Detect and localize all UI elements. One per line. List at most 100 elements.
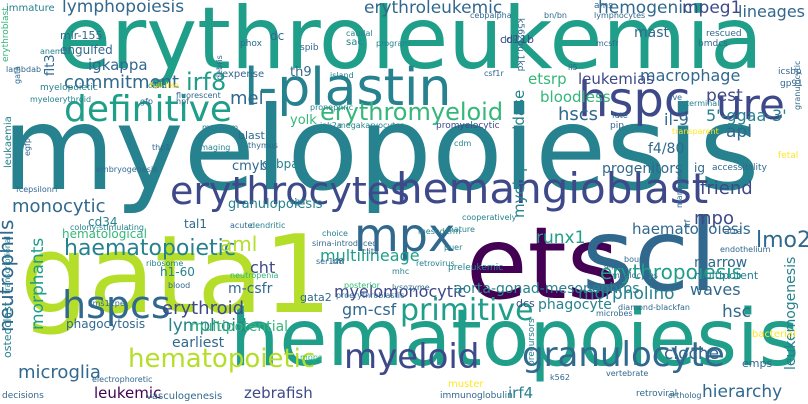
- word-gp91: gp91: [780, 79, 803, 89]
- word-cooperatively: cooperatively: [462, 213, 517, 222]
- word-myeloperoxidase: myeloperoxidase: [510, 89, 528, 218]
- word-alpha: alpha: [604, 261, 627, 270]
- word-accessibility: accessibility: [712, 163, 767, 173]
- word-spib: spib: [300, 43, 319, 53]
- word-hpf: mpps: [300, 353, 323, 362]
- word-anemia: bn/bn: [544, 11, 567, 20]
- word-k562pu1kd: k562pu.1kd: [515, 18, 525, 72]
- word-endothelium: endothelium: [720, 245, 771, 254]
- word-colony-stimulating: embryogenesis: [96, 165, 158, 174]
- word-pip: pip: [610, 121, 624, 131]
- word-morphants: morphants: [28, 237, 48, 330]
- word-aml: aml: [220, 232, 258, 256]
- word-osteoclastogenesis: debris: [215, 55, 224, 80]
- word-hemogenic: hemogenic: [598, 0, 693, 18]
- word-haematopoietic: haematopoietic: [64, 236, 236, 261]
- word-fetal: fetal: [778, 151, 799, 161]
- word-vasculogenesis: vasculogenesis: [146, 391, 223, 402]
- word-thymus: thymus: [248, 141, 278, 150]
- word-immature: immature: [6, 3, 55, 14]
- word-lymphopoiesis: lymphopoiesis: [62, 0, 185, 17]
- word-lysozyme: posterior: [344, 281, 380, 290]
- word-myelocytes: myelocytes: [612, 271, 658, 280]
- word-progenitors: progenitors: [602, 161, 683, 177]
- word-full-like: irf: [683, 219, 692, 228]
- word-granulocyte: granulocyte: [522, 335, 725, 375]
- word-definitive: definitive: [64, 89, 233, 130]
- word-irf: live: [668, 93, 683, 102]
- word-multipotent: multipotent: [694, 269, 759, 282]
- word-hscs: hscs: [558, 104, 599, 125]
- word-phagocyte: phagocyte: [538, 297, 612, 313]
- word-mpeg1: mpeg1: [682, 0, 742, 18]
- word-fluorescent: agm: [290, 197, 308, 206]
- word-pronephric: fluorescent: [176, 91, 221, 100]
- word-agm: aorta-gonad-mesonephros: [454, 281, 640, 297]
- word-thp1: gfp: [140, 97, 153, 106]
- word-5ggaa3: 5'-ggaa-3': [706, 106, 787, 125]
- word-island: pronephric: [310, 103, 354, 112]
- word-cht: cht: [250, 258, 276, 277]
- word-lambdab: lambdab: [6, 65, 42, 74]
- word-cloche: cloche: [664, 344, 720, 364]
- word-f4-80: f4/80: [648, 141, 685, 157]
- word-etsrp: etsrp: [528, 70, 567, 88]
- word-acute: acute: [230, 221, 253, 230]
- word-sirna-introduced: dendritic: [250, 221, 286, 230]
- word-pest: pest: [706, 86, 743, 106]
- word-cd41: cd41: [148, 81, 168, 90]
- word-sac: sac: [346, 37, 363, 48]
- word-earliest: earliest: [172, 335, 225, 351]
- word-il-9: il-9: [664, 110, 689, 129]
- word-myelopoiesis: myelopoiesis: [2, 82, 760, 217]
- word-icsbp: icsbp: [778, 67, 802, 77]
- word-promyelocytic: promyelocytic: [436, 121, 500, 131]
- word-waves: waves: [690, 280, 741, 299]
- word-precursors: muster: [448, 379, 484, 390]
- word-mel: mel: [230, 88, 264, 109]
- word-clita: mhc: [392, 267, 410, 276]
- word-ams: ams: [594, 1, 613, 11]
- word-transparent: transparent: [672, 127, 719, 136]
- word-dendritic: colony-stimulating: [70, 223, 144, 232]
- word-erythrocytes: erythrocytes: [170, 169, 410, 213]
- word-hierarchy: hierarchy: [702, 382, 783, 402]
- word-igkappa: igkappa: [88, 56, 148, 74]
- word-m-csfr: m-csfr: [228, 281, 273, 297]
- word-ribosome: ribosome: [146, 259, 184, 268]
- word-monocytic: monocytic: [12, 196, 106, 217]
- word-icm: ser148: [316, 257, 344, 266]
- word-flt3: flt3: [43, 54, 58, 76]
- word-myelomonocytic: myelomonocytic: [334, 282, 467, 301]
- word-mpps: anemia: [40, 47, 70, 56]
- word-emps: emps: [742, 357, 773, 370]
- word-mpx: mpx: [354, 208, 456, 262]
- word-il5: csf1r: [484, 69, 504, 78]
- word-marrow: marrow: [694, 255, 748, 271]
- word-rescued: rescued: [706, 29, 742, 39]
- word-mannose: mannose: [675, 171, 684, 208]
- word-dcs: dcs: [516, 297, 535, 310]
- word-ortholog: ortholog: [668, 391, 702, 400]
- word-neutropenia: neutropenia: [230, 271, 279, 280]
- word-immunoglobulin: immunoglobulin: [440, 391, 513, 401]
- word-dc: dc: [270, 29, 285, 43]
- word-erythroleukemic: erythroleukemic: [364, 0, 503, 18]
- word-mir-155: mir-155: [60, 29, 103, 42]
- word-phox: phox: [240, 39, 262, 49]
- word-live: mcsfr: [596, 39, 619, 48]
- word-proerythroblastic: kms12pe: [88, 299, 125, 308]
- word-mcsfr: il5: [568, 63, 578, 72]
- word-hematopoietic-b: hematopoietic: [128, 344, 316, 374]
- word-megakaryocytes: megakaryocytes: [338, 121, 405, 130]
- word-leukaemia: myelopoietic: [40, 83, 98, 93]
- word-tal1: tal1: [184, 217, 208, 231]
- word-myelopoietic: gata: [13, 65, 22, 84]
- word-lineages: lineages: [738, 2, 806, 21]
- word-diamond-blackfan: diamond-blackfan: [618, 303, 690, 312]
- word-myeloid: myeloid: [344, 337, 480, 377]
- word-bmdcs: bmdcs: [698, 39, 728, 49]
- word-h1-60: h1-60: [160, 265, 195, 279]
- word-lymphoid: lymphoid: [168, 316, 247, 336]
- word-osteoclast: osteoclast: [1, 301, 14, 358]
